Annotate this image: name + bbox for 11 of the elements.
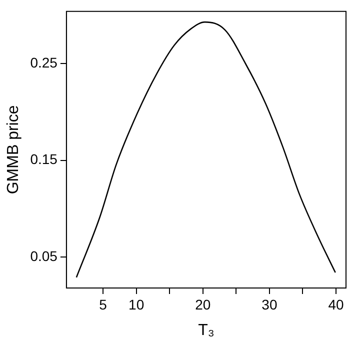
y-axis-title: GMMB price <box>5 105 22 194</box>
x-tick-label: 40 <box>328 296 344 312</box>
y-tick-label: 0.05 <box>30 248 58 264</box>
line-series <box>76 21 336 278</box>
y-tick-label: 0.15 <box>30 151 58 168</box>
x-axis-title: T₃ <box>198 322 214 339</box>
x-tick-label: 5 <box>99 296 108 312</box>
y-tick-label: 0.25 <box>30 54 58 70</box>
x-tick-label: 20 <box>195 296 211 312</box>
x-tick-label: 10 <box>128 296 144 312</box>
x-tick-label: 30 <box>262 296 278 312</box>
